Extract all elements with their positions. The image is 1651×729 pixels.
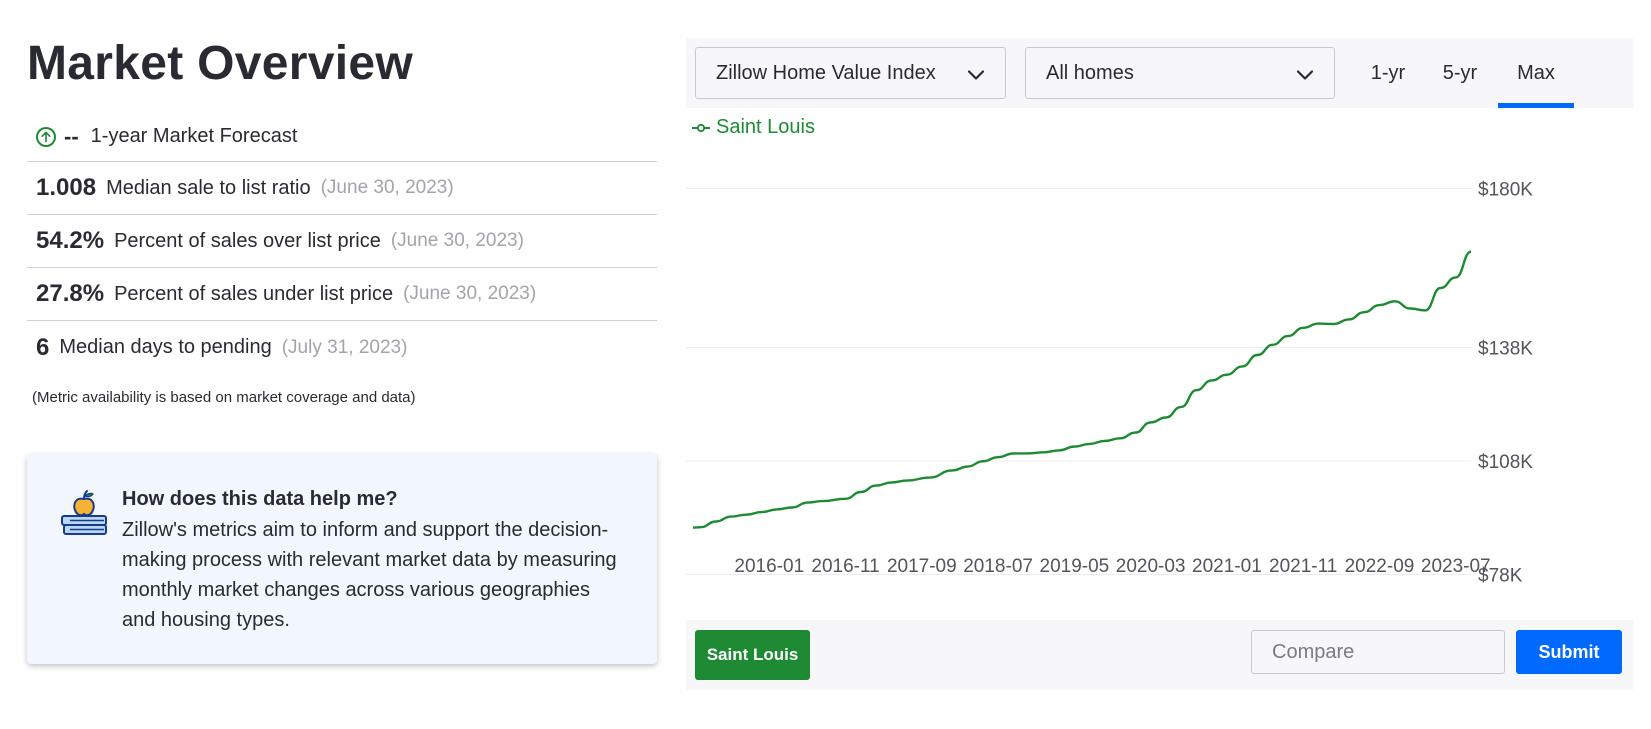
index-select[interactable]: Zillow Home Value Index	[695, 47, 1006, 99]
x-tick-label: 2019-05	[1040, 556, 1110, 577]
x-tick-label: 2017-09	[887, 556, 957, 577]
metric-availability-note: (Metric availability is based on market …	[32, 389, 416, 406]
x-tick-label: 2021-01	[1192, 556, 1262, 577]
apple-books-icon	[60, 488, 108, 538]
metric-label: Median days to pending	[59, 336, 272, 358]
x-tick-label: 2021-11	[1269, 556, 1337, 577]
legend-series-name: Saint Louis	[716, 116, 815, 138]
x-tick-label: 2016-11	[811, 556, 879, 577]
index-select-value: Zillow Home Value Index	[716, 61, 936, 84]
y-tick-label: $138K	[1478, 338, 1533, 359]
series-line-saint-louis	[692, 250, 1472, 529]
home-type-select-value: All homes	[1046, 61, 1134, 84]
metric-row: 6 Median days to pending (July 31, 2023)	[27, 321, 657, 374]
x-tick-label: 2023-07	[1421, 556, 1491, 577]
forecast-row: -- 1-year Market Forecast	[27, 112, 657, 162]
home-value-line-chart: $78K $108K $138K $180K 2016-01 2016-11 2017-09…	[686, 180, 1533, 587]
compare-bar: Saint Louis Submit	[686, 620, 1633, 690]
metric-value: 1.008	[36, 174, 97, 201]
chart-controls: Zillow Home Value Index All homes 1-yr 5…	[686, 38, 1633, 108]
metric-date: (June 30, 2023)	[320, 177, 454, 198]
forecast-value: --	[64, 123, 79, 149]
page-title: Market Overview	[27, 37, 414, 90]
metric-value: 27.8%	[36, 280, 105, 307]
range-tab-max[interactable]: Max	[1498, 38, 1574, 108]
arrow-up-circle-icon	[36, 126, 56, 147]
y-tick-label: $108K	[1478, 452, 1533, 473]
metric-date: (June 30, 2023)	[403, 283, 537, 304]
x-tick-label: 2020-03	[1116, 556, 1186, 577]
metric-row: 27.8% Percent of sales under list price …	[27, 268, 657, 321]
compare-input[interactable]	[1251, 630, 1505, 674]
home-type-select[interactable]: All homes	[1025, 47, 1335, 99]
metric-label: Median sale to list ratio	[106, 176, 311, 199]
chevron-down-icon	[1296, 65, 1314, 80]
metric-label: Percent of sales over list price	[114, 229, 381, 252]
forecast-label: 1-year Market Forecast	[90, 125, 298, 147]
metric-value: 54.2%	[36, 227, 105, 254]
range-tab-5yr[interactable]: 5-yr	[1442, 61, 1478, 84]
region-chip-saint-louis[interactable]: Saint Louis	[695, 630, 810, 680]
metric-row: 1.008 Median sale to list ratio (June 30…	[27, 162, 657, 215]
help-title: How does this data help me?	[122, 488, 398, 510]
legend-line-marker-icon	[692, 123, 710, 132]
x-tick-label: 2022-09	[1345, 556, 1415, 577]
chevron-down-icon	[967, 65, 985, 80]
metric-list: -- 1-year Market Forecast 1.008 Median s…	[27, 112, 657, 374]
x-tick-label: 2016-01	[734, 556, 804, 577]
x-tick-label: 2018-07	[963, 556, 1033, 577]
metric-date: (June 30, 2023)	[390, 230, 524, 251]
y-tick-label: $180K	[1478, 180, 1533, 201]
help-card: How does this data help me? Zillow's met…	[27, 454, 657, 664]
metric-row: 54.2% Percent of sales over list price (…	[27, 215, 657, 268]
metric-label: Percent of sales under list price	[114, 282, 394, 305]
y-tick-label: $78K	[1478, 566, 1523, 587]
metric-value: 6	[36, 333, 50, 361]
metric-date: (July 31, 2023)	[281, 336, 408, 358]
home-value-chart-panel: Zillow Home Value Index All homes 1-yr 5…	[686, 38, 1633, 690]
chart-legend: Saint Louis	[692, 116, 815, 139]
submit-button[interactable]: Submit	[1516, 630, 1622, 674]
range-tab-1yr[interactable]: 1-yr	[1370, 61, 1406, 84]
help-body: Zillow's metrics aim to inform and suppo…	[122, 519, 617, 631]
